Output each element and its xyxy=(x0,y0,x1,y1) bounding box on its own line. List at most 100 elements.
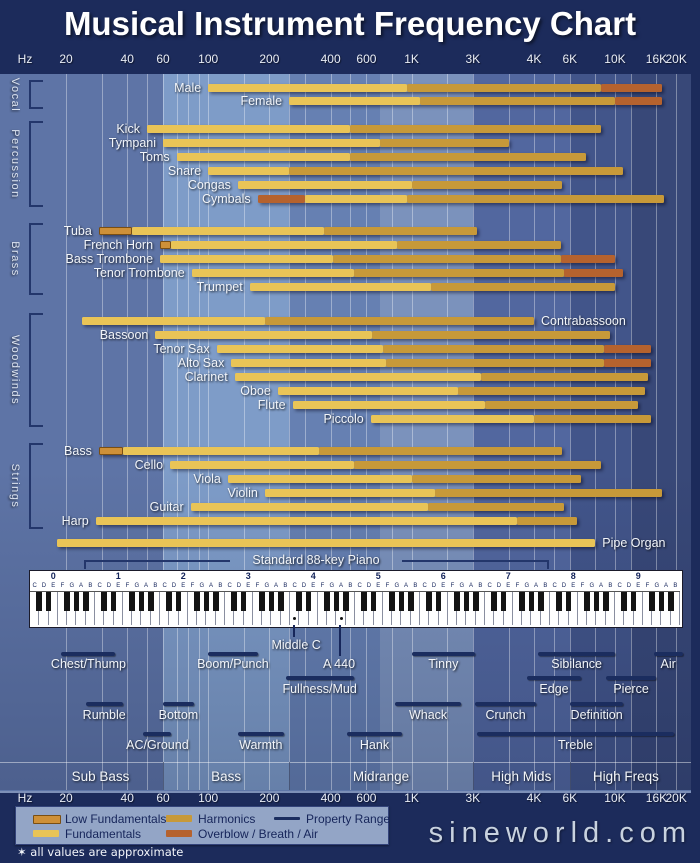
instrument-label: Cymbals xyxy=(201,192,251,206)
piano-black-key xyxy=(175,592,182,611)
gridline xyxy=(553,74,555,790)
band-label-high-mids: High Mids xyxy=(491,769,552,784)
band-midrange xyxy=(289,74,473,790)
bar-segment-harm xyxy=(458,387,645,395)
section-bracket-line xyxy=(29,223,31,295)
section-bracket-line xyxy=(29,313,31,427)
instrument-label: Congas xyxy=(187,178,231,192)
piano-white-key xyxy=(85,592,95,625)
piano-key-letter: A xyxy=(144,583,149,589)
property-range-bar xyxy=(474,702,537,706)
piano-black-key xyxy=(73,592,80,611)
piano-bracket-tick xyxy=(84,560,86,569)
section-bracket-tick xyxy=(29,293,43,295)
instrument-label: Alto Sax xyxy=(177,356,225,370)
bar-segment-over xyxy=(257,195,306,203)
piano-key-letter: E xyxy=(441,583,446,589)
section-label-vocal: Vocal xyxy=(9,77,21,112)
bar-segment-fund xyxy=(249,283,432,291)
band-bass xyxy=(163,74,290,790)
piano-black-key xyxy=(64,592,70,611)
property-label-air: Air xyxy=(660,657,676,671)
piano-black-key xyxy=(45,592,52,611)
piano-octave-number: 9 xyxy=(635,571,641,581)
piano-key-letter: A xyxy=(599,583,604,589)
piano-black-key xyxy=(426,592,433,611)
piano-key-letter: C xyxy=(162,583,167,589)
piano-key-letter: E xyxy=(506,583,511,589)
bar-segment-fund xyxy=(289,97,420,105)
footnote: ✶ all values are approximate xyxy=(17,845,184,859)
piano-key-dot xyxy=(293,617,297,620)
bar-segment-harm xyxy=(411,475,581,483)
legend-swatch-property-range xyxy=(274,817,300,820)
gridline xyxy=(269,74,271,790)
bar-segment-fund xyxy=(264,489,435,497)
a440-label: A 440 xyxy=(323,657,356,671)
axis-bottom-tick-6k: 6K xyxy=(562,791,578,805)
band-boundary-tick xyxy=(472,762,474,790)
bar-segment-fund xyxy=(122,447,319,455)
piano-octave-number: 3 xyxy=(245,571,251,581)
piano-black-key xyxy=(556,592,563,611)
piano-black-key xyxy=(389,592,395,611)
bar-segment-harm xyxy=(264,317,534,325)
property-range-bar xyxy=(411,652,475,656)
piano-key-letter: E xyxy=(376,583,381,589)
piano-black-key xyxy=(407,592,414,611)
piano-black-key xyxy=(519,592,525,611)
piano-black-key xyxy=(370,592,377,611)
piano-black-key xyxy=(667,592,674,611)
piano-key-letter: G xyxy=(394,583,400,589)
bar-segment-harm xyxy=(289,167,624,175)
axis-top-tick-600: 600 xyxy=(356,52,377,66)
piano-black-key xyxy=(630,592,637,611)
piano-black-key xyxy=(203,592,210,611)
freq-bar-tympani xyxy=(163,139,509,147)
bar-segment-harm xyxy=(332,255,561,263)
instrument-label: Bass xyxy=(64,444,92,458)
property-range-bar xyxy=(395,702,461,706)
freq-bar-contrabassoon xyxy=(82,317,534,325)
piano-white-key xyxy=(113,592,123,625)
middle-c-line xyxy=(293,625,296,637)
property-label-tinny: Tinny xyxy=(428,657,459,671)
axis-bottom-tick-hz: Hz xyxy=(17,791,33,805)
piano-key-letter: F xyxy=(385,583,390,589)
gridline xyxy=(243,74,245,790)
bar-segment-harm xyxy=(323,227,478,235)
instrument-label: Bass Trombone xyxy=(65,252,154,266)
freq-bar-alto-sax xyxy=(231,359,651,367)
piano-black-key xyxy=(565,592,572,611)
instrument-label: Clarinet xyxy=(184,370,228,384)
piano-bracket-line xyxy=(84,560,230,562)
piano-key-letter: F xyxy=(255,583,260,589)
piano-black-key xyxy=(296,592,303,611)
bar-segment-harm xyxy=(485,401,639,409)
piano-black-key xyxy=(36,592,43,611)
axis-bottom-tick-1k: 1K xyxy=(404,791,419,805)
piano-black-key xyxy=(361,592,368,611)
piano-key-letter: A xyxy=(404,583,409,589)
property-label-rumble: Rumble xyxy=(82,708,126,722)
piano-bracket-tick xyxy=(547,560,549,569)
bar-segment-harm xyxy=(419,97,615,105)
gridline xyxy=(305,74,307,790)
piano-octave-number: 6 xyxy=(440,571,446,581)
property-label-crunch: Crunch xyxy=(485,708,526,722)
gridline xyxy=(447,74,449,790)
piano-white-key xyxy=(540,592,550,625)
axis-bottom-tick-4k: 4K xyxy=(526,791,542,805)
axis-top-tick-20: 20 xyxy=(59,52,73,66)
piano-key-letter: F xyxy=(645,583,650,589)
freq-bar-viola xyxy=(227,475,581,483)
piano-key-letter: G xyxy=(329,583,335,589)
property-label-definition: Definition xyxy=(570,708,623,722)
piano-white-key xyxy=(568,592,578,625)
piano-white-key xyxy=(243,592,253,625)
piano-white-key xyxy=(215,592,225,625)
bar-segment-fund xyxy=(56,539,596,547)
property-range-bar xyxy=(143,732,172,736)
freq-bar-harp xyxy=(95,517,577,525)
bar-segment-harm xyxy=(434,489,662,497)
